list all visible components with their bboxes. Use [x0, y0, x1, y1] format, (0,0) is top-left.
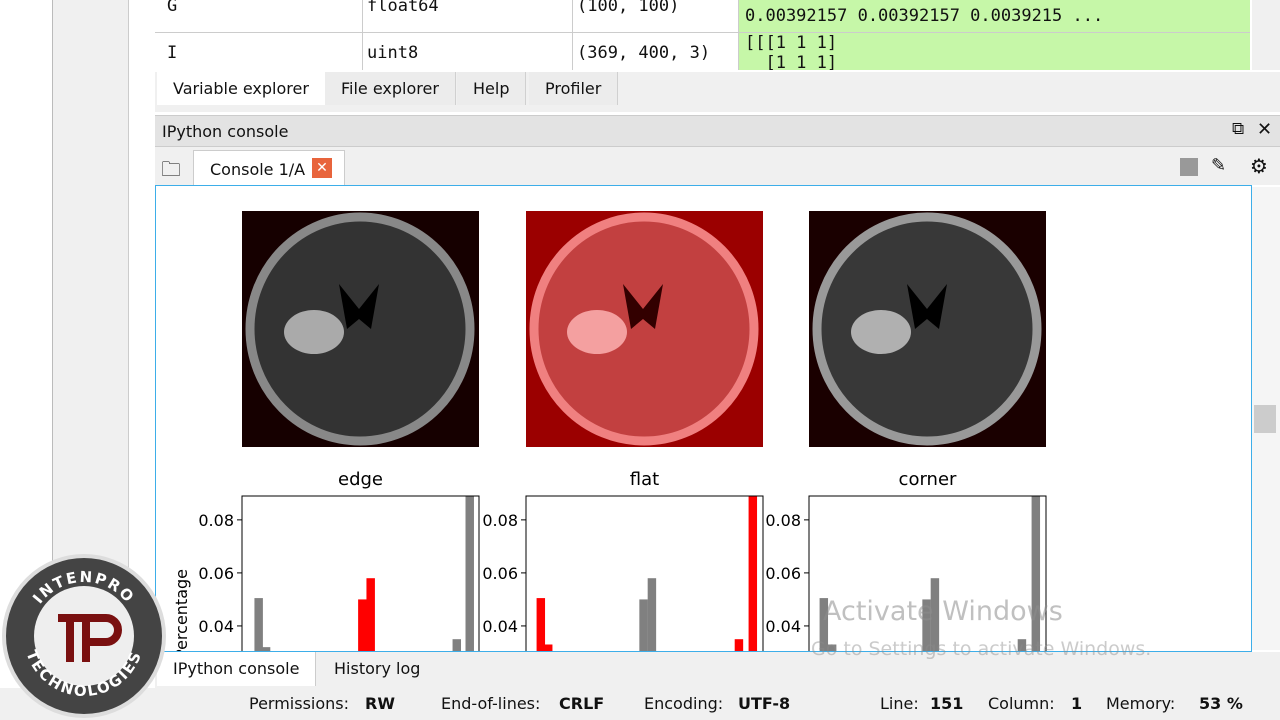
plot-figure: 0.04 0.06 0.08 edge Percentage 0.04 0.06 0.08 fl… — [172, 211, 1047, 651]
y-axis-label: Percentage — [172, 569, 191, 651]
status-label: Column: — [988, 694, 1055, 713]
y-tick-label: 0.04 — [482, 617, 518, 636]
col-line — [738, 0, 739, 70]
status-label: End-of-lines: — [441, 694, 541, 713]
var-value: [[[1 1 1] — [745, 33, 838, 53]
settings-button[interactable]: ⚙ — [1250, 154, 1268, 178]
value-column — [738, 0, 1250, 70]
console-tab-bar: 🗀 Console 1/A ✕ ✎ ⚙ — [155, 147, 1280, 186]
tab[interactable]: File explorer — [325, 72, 456, 105]
col-line — [362, 0, 363, 70]
pane-header: IPython console ⧉ ✕ — [155, 115, 1280, 147]
status-value: 151 — [930, 694, 964, 713]
bar — [639, 599, 648, 651]
bar — [930, 578, 940, 651]
watermark-title: Activate Windows — [823, 596, 1063, 627]
status-label: Line: — [880, 694, 919, 713]
undock-button[interactable]: ⧉ — [1232, 119, 1245, 139]
bar — [254, 598, 263, 651]
status-value: RW — [365, 694, 395, 713]
tab-close[interactable]: ✕ — [312, 158, 332, 178]
status-value: UTF-8 — [738, 694, 791, 713]
pane-title: IPython console — [162, 122, 289, 141]
bar — [358, 599, 367, 651]
y-tick-label: 0.06 — [482, 564, 518, 583]
bar — [1031, 496, 1041, 651]
var-type: float64 — [367, 0, 439, 16]
bar — [452, 639, 462, 651]
status-label: Permissions: — [249, 694, 350, 713]
row-line — [155, 32, 1250, 33]
bar — [366, 578, 375, 651]
scroll-thumb[interactable] — [1254, 405, 1276, 433]
var-size: (100, 100) — [577, 0, 680, 16]
close-button[interactable]: ✕ — [1257, 119, 1273, 140]
status-value: 53 % — [1199, 694, 1243, 713]
console-output: 0.04 0.06 0.08 edge Percentage 0.04 0.06 0.08 fl… — [155, 185, 1252, 652]
bar — [827, 644, 837, 651]
bottom-tab-bar: IPython console History log — [155, 652, 1280, 688]
var-name: G — [167, 0, 178, 16]
var-size: (369, 400, 3) — [577, 43, 711, 63]
tab[interactable]: Help — [457, 72, 527, 105]
console-tab-label: Console 1/A — [210, 160, 306, 179]
bar — [647, 578, 657, 651]
y-tick-label: 0.08 — [482, 511, 518, 530]
plot-title: flat — [630, 469, 659, 490]
col-line — [572, 0, 573, 70]
status-value: CRLF — [559, 694, 605, 713]
var-name: I — [167, 43, 178, 63]
var-value: [1 1 1] — [745, 53, 838, 70]
tab[interactable]: History log — [334, 659, 421, 678]
logo-mark — [58, 614, 122, 662]
logo: INTENPRO TECHNOLOGIES — [2, 554, 166, 718]
tab[interactable]: IPython console — [157, 652, 317, 686]
console-tab[interactable]: Console 1/A ✕ — [193, 150, 345, 186]
clear-button[interactable]: ✎ — [1211, 155, 1227, 176]
bar — [536, 598, 546, 651]
y-tick-label: 0.06 — [198, 564, 234, 583]
axes-frame — [241, 495, 480, 651]
stop-button[interactable] — [1180, 158, 1198, 176]
image-flat — [526, 211, 763, 447]
browse-icon[interactable]: 🗀 — [161, 157, 181, 181]
status-bar — [0, 688, 1280, 720]
y-tick-label: 0.04 — [765, 617, 801, 636]
bar — [1017, 639, 1027, 651]
bar — [734, 639, 744, 651]
axes-frame — [525, 495, 764, 651]
y-tick-label: 0.06 — [765, 564, 801, 583]
watermark-subtitle: Go to Settings to activate Windows. — [811, 638, 1152, 660]
bar — [748, 496, 758, 651]
bar — [922, 599, 931, 651]
y-tick-label: 0.04 — [198, 617, 234, 636]
tab[interactable]: Profiler — [529, 72, 619, 105]
y-tick-label: 0.08 — [198, 511, 234, 530]
plot-title: corner — [899, 469, 957, 490]
axes-frame — [808, 495, 1047, 651]
status-value: 1 — [1071, 694, 1083, 713]
var-value: 0.00392157 0.00392157 0.0039215 ... — [745, 6, 1104, 26]
bar — [261, 647, 271, 651]
console-scrollbar[interactable] — [1252, 187, 1280, 650]
variable-table: G float64 (100, 100) 0.00392157 0.003921… — [155, 0, 1280, 73]
image-corner — [809, 211, 1046, 447]
bar — [819, 598, 829, 651]
tab[interactable]: Variable explorer — [157, 72, 326, 105]
bar — [465, 496, 474, 651]
bar — [543, 644, 553, 651]
var-type: uint8 — [367, 43, 419, 63]
y-tick-label: 0.08 — [765, 511, 801, 530]
plot-title: edge — [338, 469, 383, 490]
image-edge — [242, 211, 479, 447]
status-label: Encoding: — [644, 694, 724, 713]
status-label: Memory: — [1106, 694, 1176, 713]
scrollbar[interactable] — [1252, 0, 1280, 70]
